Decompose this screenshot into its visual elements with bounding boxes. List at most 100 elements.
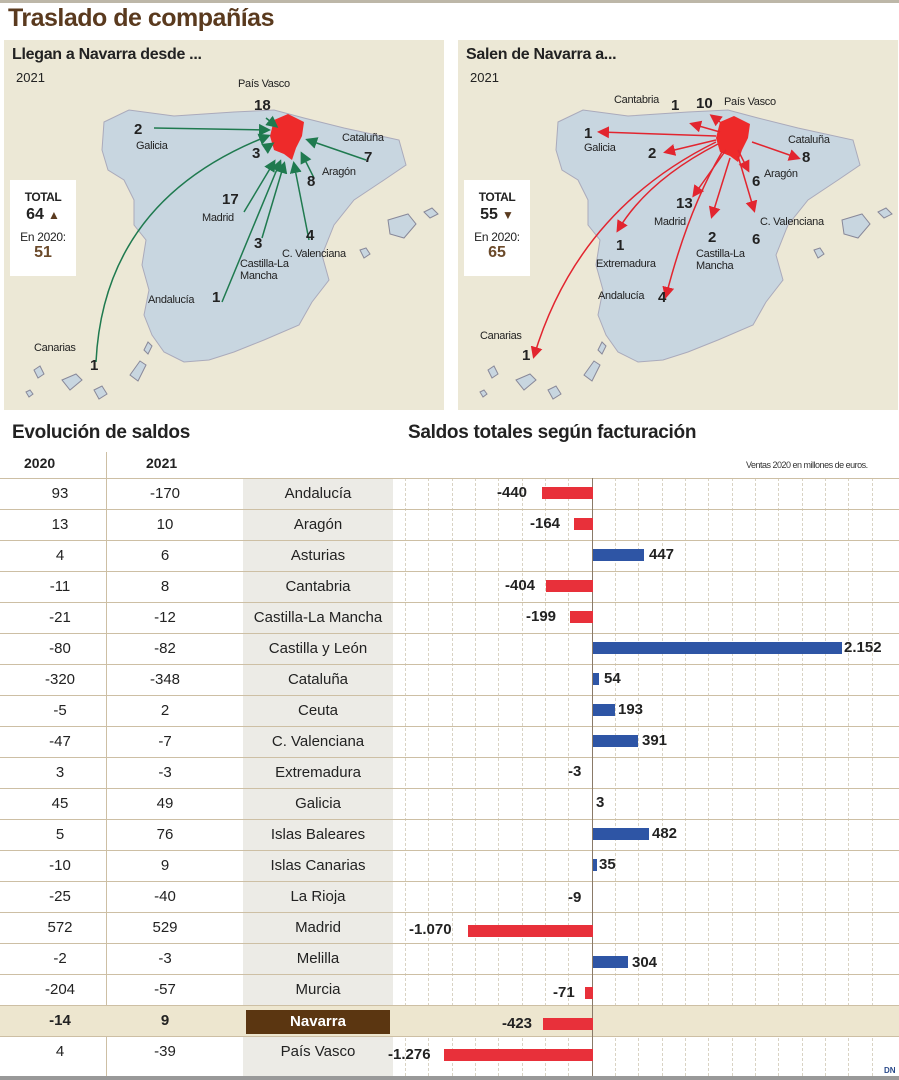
region-name: Castilla-La Mancha [253, 609, 383, 626]
value-2021: -3 [158, 950, 172, 967]
zero-axis [592, 478, 593, 1076]
value-2020: -21 [49, 609, 71, 626]
value-2021: 49 [156, 795, 174, 812]
map-value: 4 [658, 289, 667, 306]
spain-map-incoming [25, 109, 439, 400]
bar [593, 549, 644, 561]
map-value: 1 [212, 289, 221, 306]
incoming-map-panel: Llegan a Navarra desde ... 2021 TOTAL 64… [4, 40, 444, 410]
value-2021: -348 [149, 671, 181, 688]
map-value: 1 [671, 97, 680, 114]
bar [593, 859, 597, 871]
bar-label: -9 [568, 889, 582, 906]
col-header-2020: 2020 [24, 455, 56, 471]
bar-label: -404 [505, 577, 536, 594]
bar-label: -423 [502, 1015, 533, 1032]
bar [585, 987, 593, 999]
map-value: 8 [802, 149, 811, 166]
bar [593, 735, 638, 747]
region-name: Islas Baleares [270, 826, 366, 843]
incoming-title: Llegan a Navarra desde ... [12, 46, 202, 63]
bar-label: -164 [530, 515, 561, 532]
table-row: -47 -7 C. Valenciana [0, 726, 899, 757]
value-2020: -2 [53, 950, 67, 967]
incoming-year: 2021 [16, 70, 45, 85]
region-name: Cataluña [287, 671, 349, 688]
table-row: 4 6 Asturias [0, 540, 899, 571]
table-row: -5 2 Ceuta [0, 695, 899, 726]
prev-value: 51 [34, 244, 52, 261]
map-label: Aragón [764, 168, 798, 180]
map-label: Cataluña [788, 134, 830, 146]
bar-label: 391 [642, 732, 668, 749]
table-row: 3 -3 Extremadura [0, 757, 899, 788]
map-value: 10 [696, 95, 713, 112]
value-2021: -170 [149, 485, 181, 502]
bar-label: -1.276 [388, 1046, 431, 1063]
table-row: -204 -57 Murcia [0, 974, 899, 1005]
map-value: 8 [307, 173, 316, 190]
map-value: 2 [708, 229, 717, 246]
map-label: C. Valenciana [282, 248, 346, 260]
table-row: -25 -40 La Rioja [0, 881, 899, 912]
table-row: 4 -39 País Vasco [0, 1036, 899, 1067]
bar [546, 580, 593, 592]
map-value: 17 [222, 191, 239, 208]
bar-label: 193 [618, 701, 644, 718]
page-title: Traslado de compañías [8, 4, 275, 32]
region-name: Islas Canarias [270, 857, 366, 874]
dn-logo: DN [884, 1066, 896, 1075]
value-2021: -39 [154, 1043, 176, 1060]
value-2021: 6 [160, 547, 170, 564]
outgoing-year: 2021 [470, 70, 499, 85]
bar-label: 482 [652, 825, 678, 842]
bar-label: 2.152 [844, 639, 882, 656]
region-name: Andalucía [284, 485, 352, 502]
bar-label: -71 [553, 984, 575, 1001]
map-label: País Vasco [238, 78, 290, 90]
trend-down-icon: ▼ [501, 208, 514, 222]
map-label: Castilla-La Mancha [240, 258, 289, 282]
map-value: 6 [752, 173, 761, 190]
value-2021: -3 [158, 764, 172, 781]
table-row: 45 49 Galicia [0, 788, 899, 819]
map-label: Castilla-La Mancha [696, 248, 745, 272]
value-2020: 4 [55, 547, 65, 564]
table-row-highlighted: -14 9 Navarra [0, 1005, 899, 1036]
map-value: 1 [90, 357, 99, 374]
map-label: Aragón [322, 166, 356, 178]
value-2020: -25 [49, 888, 71, 905]
map-label: Galicia [136, 140, 168, 152]
value-2020: 572 [47, 919, 73, 936]
region-name: Asturias [290, 547, 346, 564]
total-label: TOTAL [478, 190, 516, 204]
table-row: -80 -82 Castilla y León [0, 633, 899, 664]
bar-label: -199 [526, 608, 557, 625]
bar [468, 925, 593, 937]
value-2020: -320 [44, 671, 76, 688]
prev-value: 65 [488, 244, 506, 261]
value-2020: 13 [51, 516, 69, 533]
map-label: C. Valenciana [760, 216, 824, 228]
table-row: -2 -3 Melilla [0, 943, 899, 974]
prev-label: En 2020: [474, 230, 520, 244]
barchart-title: Saldos totales según facturación [408, 422, 697, 443]
bar [593, 704, 615, 716]
table-row: 572 529 Madrid [0, 912, 899, 943]
bottom-rule [0, 1076, 899, 1080]
table-row: -320 -348 Cataluña [0, 664, 899, 695]
map-label: Cataluña [342, 132, 384, 144]
bar-label: 447 [649, 546, 675, 563]
value-2021: -40 [154, 888, 176, 905]
value-2020: -204 [44, 981, 76, 998]
spain-map-outgoing [479, 109, 893, 400]
region-name: Cantabria [285, 578, 351, 595]
region-name: Aragón [293, 516, 343, 533]
map-value: 6 [752, 231, 761, 248]
value-2021: -12 [154, 609, 176, 626]
bar [593, 673, 599, 685]
value-2020: -80 [49, 640, 71, 657]
map-label: Canarias [480, 330, 522, 342]
map-value: 2 [648, 145, 657, 162]
top-rule [0, 0, 899, 3]
